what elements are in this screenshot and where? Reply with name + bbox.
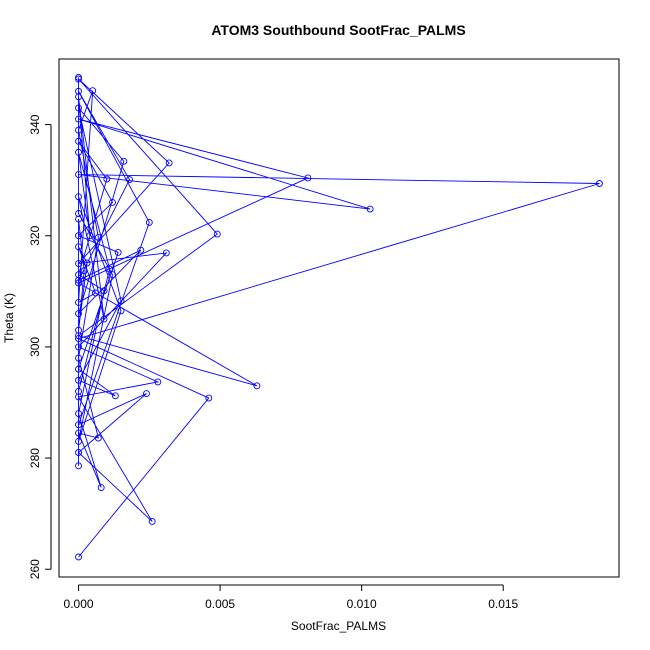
data-point [75, 279, 82, 287]
data-point [97, 484, 105, 491]
data-point [137, 246, 145, 254]
data-point [75, 73, 82, 81]
data-point [100, 315, 108, 323]
y-axis: 260 280 300 320 340 [28, 114, 52, 579]
y-tick-label: 260 [28, 559, 42, 579]
data-point [366, 205, 374, 213]
data-point [106, 265, 114, 273]
data-point [148, 517, 156, 525]
data-point [75, 429, 82, 437]
data-point [75, 462, 82, 470]
data-point [114, 248, 122, 256]
data-point [75, 354, 82, 362]
x-tick-label: 0.005 [205, 597, 235, 611]
x-axis-label: SootFrac_PALMS [291, 619, 386, 633]
data-point [75, 271, 82, 279]
data-point [75, 553, 82, 561]
y-axis-label: Theta (K) [2, 293, 16, 343]
data-point [75, 93, 82, 101]
data-point [89, 87, 97, 95]
data-point [94, 233, 102, 241]
data-point [92, 289, 99, 297]
data-point [75, 243, 82, 251]
data-point [120, 157, 128, 165]
data-point [304, 174, 312, 182]
data-point [165, 159, 173, 167]
data-point [75, 335, 82, 343]
y-tick-label: 280 [28, 448, 42, 468]
data-point [83, 259, 91, 267]
plot-frame [58, 58, 620, 578]
data-point [145, 218, 153, 226]
data-point [86, 232, 94, 240]
data-point [111, 392, 119, 400]
y-tick-label: 300 [28, 337, 42, 357]
data-point [154, 378, 162, 386]
data-point [75, 387, 82, 395]
data-point [75, 437, 82, 445]
data-point [75, 298, 82, 306]
data-point [94, 434, 102, 442]
data-point [75, 365, 82, 373]
data-point [213, 230, 221, 238]
data-point [75, 193, 82, 201]
data-point [75, 171, 82, 179]
data-point [75, 376, 82, 384]
data-layer [75, 73, 603, 561]
data-point [75, 449, 82, 456]
y-tick-label: 340 [28, 114, 42, 134]
data-point [109, 271, 116, 279]
data-point [75, 104, 82, 112]
data-point [109, 198, 116, 206]
data-point [126, 176, 133, 184]
data-point [75, 115, 82, 123]
x-tick-label: 0.015 [488, 597, 518, 611]
data-point [205, 394, 213, 402]
data-point [75, 260, 82, 267]
data-point [162, 249, 170, 257]
data-point [596, 180, 603, 187]
x-axis: 0.000 0.005 0.010 0.015 [64, 584, 519, 611]
data-point [103, 175, 111, 183]
data-point [75, 310, 82, 317]
data-point [117, 307, 125, 315]
data-point [75, 210, 82, 217]
data-point [253, 382, 261, 390]
x-tick-label: 0.000 [64, 597, 94, 611]
y-tick-label: 320 [28, 225, 42, 245]
chart-title: ATOM3 Southbound SootFrac_PALMS [211, 22, 465, 38]
data-point [75, 421, 82, 429]
data-point [75, 126, 82, 134]
series-line [77, 77, 600, 558]
x-tick-label: 0.010 [347, 597, 377, 611]
data-point [75, 137, 82, 145]
data-point [80, 267, 88, 275]
data-point [100, 287, 108, 295]
data-point [75, 410, 82, 418]
data-point [75, 326, 82, 334]
data-point [143, 390, 150, 398]
data-point [75, 343, 82, 351]
data-point [117, 297, 125, 305]
data-point [75, 148, 82, 156]
data-point [75, 232, 82, 240]
